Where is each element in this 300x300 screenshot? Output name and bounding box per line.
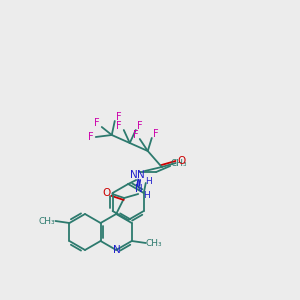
Text: H: H — [146, 176, 152, 185]
Text: O: O — [102, 188, 110, 198]
Text: CH₃: CH₃ — [171, 158, 188, 167]
Text: F: F — [137, 121, 142, 131]
Text: F: F — [116, 112, 122, 122]
Text: N: N — [130, 170, 138, 180]
Text: N: N — [135, 184, 143, 194]
Text: CH₃: CH₃ — [38, 217, 55, 226]
Text: N: N — [137, 170, 145, 180]
Text: N: N — [113, 245, 121, 255]
Text: CH₃: CH₃ — [146, 238, 162, 247]
Text: F: F — [94, 118, 100, 128]
Text: F: F — [153, 129, 159, 139]
Text: F: F — [88, 132, 94, 142]
Text: F: F — [116, 121, 122, 131]
Text: H: H — [143, 190, 150, 200]
Text: F: F — [133, 130, 139, 140]
Text: O: O — [178, 156, 186, 166]
